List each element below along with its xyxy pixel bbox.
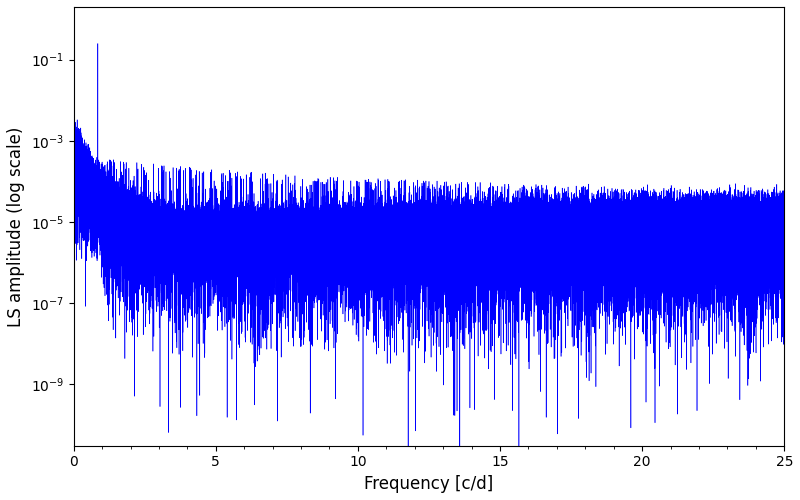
Y-axis label: LS amplitude (log scale): LS amplitude (log scale) <box>7 126 25 326</box>
X-axis label: Frequency [c/d]: Frequency [c/d] <box>364 475 494 493</box>
